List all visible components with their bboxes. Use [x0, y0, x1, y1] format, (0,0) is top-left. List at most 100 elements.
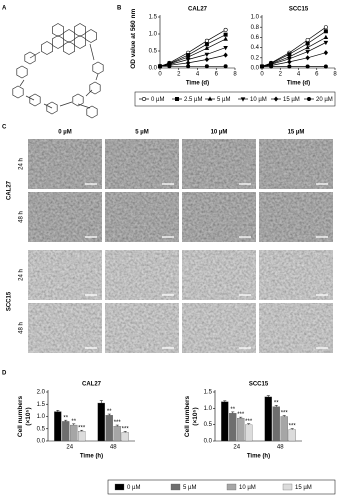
- bond: [19, 79, 25, 87]
- significance: ***: [289, 424, 297, 430]
- micrograph-tone: [182, 192, 256, 242]
- y-tick-label: 0.0: [149, 66, 158, 72]
- legend-label: 5 µM: [217, 97, 230, 103]
- row-label: 24 h: [19, 269, 25, 281]
- marker: [305, 64, 310, 69]
- legend-swatch: [226, 483, 237, 491]
- marker: [204, 64, 209, 69]
- legend-swatch: [170, 483, 181, 491]
- bar: [70, 424, 78, 442]
- legend-label: 10 µM: [250, 97, 267, 103]
- bond: [77, 103, 91, 109]
- x-tick-label: 0: [158, 72, 162, 78]
- panel-label: B: [117, 6, 122, 12]
- marker: [167, 64, 172, 69]
- y-tick-label: 1.5: [149, 15, 158, 21]
- ring: [52, 23, 64, 37]
- marker: [305, 50, 310, 55]
- x-tick-label: 48: [277, 445, 284, 451]
- significance: **: [63, 415, 68, 421]
- micrograph: [182, 303, 256, 353]
- x-tick-label: 6: [215, 72, 219, 78]
- error-bar: [64, 419, 68, 422]
- y-tick-label: 1.0: [37, 414, 46, 420]
- x-tick-label: 48: [110, 445, 117, 451]
- bond: [95, 73, 99, 81]
- legend-label: 2.5 µM: [184, 97, 202, 103]
- marker: [259, 64, 264, 69]
- ring: [16, 65, 28, 79]
- marker: [204, 38, 209, 43]
- significance: **: [230, 407, 235, 413]
- row-label: 24 h: [19, 158, 25, 170]
- legend-box: [107, 479, 336, 495]
- y-tick-label: 1.5: [204, 390, 213, 396]
- chart-title: CAL27: [82, 382, 102, 388]
- significance: ***: [237, 412, 245, 418]
- error-bar: [115, 424, 119, 427]
- marker: [305, 44, 310, 50]
- column-label: 5 µM: [135, 130, 148, 136]
- ring: [12, 85, 24, 99]
- marker: [185, 57, 191, 63]
- panel-label: A: [2, 6, 7, 12]
- chart-title: CAL27: [188, 7, 208, 13]
- marker: [323, 25, 328, 30]
- error-bar: [123, 431, 127, 433]
- x-tick-label: 8: [333, 72, 337, 78]
- marker: [287, 64, 292, 69]
- bar: [229, 413, 237, 442]
- significance: ***: [245, 419, 253, 425]
- legend-label: 15 µM: [295, 485, 312, 491]
- y-tick-label: 0.4: [251, 45, 260, 51]
- micrograph-tone: [28, 139, 102, 189]
- bar: [264, 396, 272, 442]
- marker: [204, 52, 210, 58]
- ring: [52, 35, 64, 49]
- ring: [92, 61, 104, 75]
- ring: [89, 81, 101, 95]
- micrograph-tone: [105, 250, 179, 300]
- micrograph: [28, 250, 102, 300]
- micrograph-tone: [105, 192, 179, 242]
- marker: [204, 42, 209, 47]
- y-tick-label: 0.0: [37, 439, 46, 445]
- micrograph-tone: [182, 250, 256, 300]
- ring: [46, 101, 58, 115]
- marker: [306, 97, 311, 102]
- micrograph-tone: [259, 250, 333, 300]
- marker: [305, 37, 310, 42]
- marker: [175, 97, 180, 102]
- micrograph-tone: [182, 139, 256, 189]
- ring: [74, 23, 86, 37]
- micrograph: [259, 250, 333, 300]
- ring: [86, 105, 98, 119]
- legend-label: 20 µM: [316, 97, 333, 103]
- column-label: 15 µM: [288, 130, 305, 136]
- error-bar: [282, 415, 286, 417]
- x-tick-label: 24: [233, 445, 240, 451]
- legend-label: 10 µM: [239, 485, 256, 491]
- ring: [41, 41, 53, 55]
- y-axis-label: Cell numbers (×10⁵): [183, 395, 199, 438]
- y-tick-label: 0.5: [37, 426, 46, 432]
- ring: [29, 93, 41, 107]
- bond: [29, 51, 41, 59]
- y-tick-label: 0.8: [251, 25, 260, 31]
- micrograph: [28, 192, 102, 242]
- ring: [74, 35, 86, 49]
- error-bar: [290, 428, 294, 430]
- marker: [186, 64, 191, 69]
- bar: [280, 416, 288, 442]
- marker: [223, 36, 228, 41]
- micrograph-tone: [28, 192, 102, 242]
- legend-label: 0 µM: [127, 485, 140, 491]
- bar: [54, 411, 62, 442]
- x-tick-label: 4: [196, 72, 200, 78]
- ring: [63, 29, 75, 43]
- marker: [223, 64, 228, 69]
- x-tick-label: 2: [177, 72, 181, 78]
- micrograph: [259, 192, 333, 242]
- bar: [272, 406, 280, 442]
- micrograph: [105, 139, 179, 189]
